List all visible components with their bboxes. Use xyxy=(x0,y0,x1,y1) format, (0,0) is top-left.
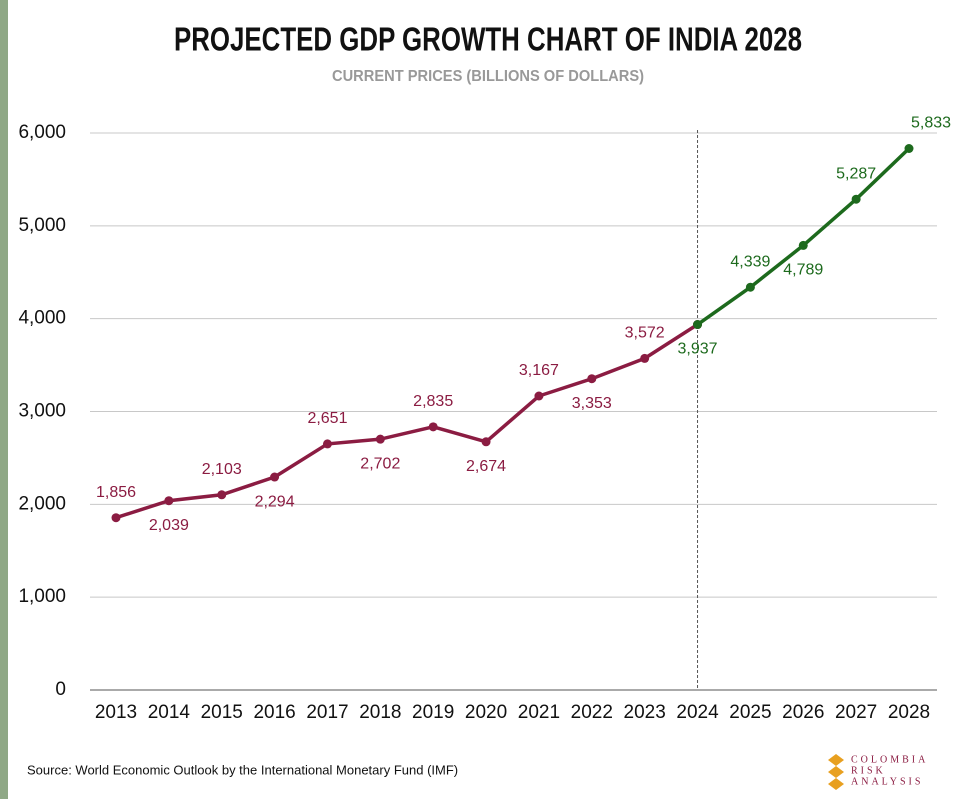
source: Source: World Economic Outlook by the In… xyxy=(27,762,458,777)
y-tick-label: 3,000 xyxy=(18,401,66,422)
data-label: 3,937 xyxy=(678,341,718,358)
point xyxy=(164,496,174,506)
chart-subtitle: CURRENT PRICES (BILLIONS OF DOLLARS) xyxy=(332,68,644,85)
point xyxy=(322,439,332,449)
logo: COLOMBIA RISK ANALYSIS xyxy=(828,754,928,790)
y-tick-label: 0 xyxy=(55,679,66,700)
x-tick-label: 2018 xyxy=(359,702,401,723)
x-tick-label: 2028 xyxy=(888,702,930,723)
data-label: 4,339 xyxy=(730,253,770,270)
data-label: 1,856 xyxy=(96,484,136,501)
x-tick-label: 2020 xyxy=(465,702,507,723)
y-tick-label: 6,000 xyxy=(18,122,66,143)
data-label: 5,287 xyxy=(836,165,876,182)
x-tick-label: 2026 xyxy=(782,702,824,723)
x-tick-label: 2017 xyxy=(306,702,348,723)
logo-text: ANALYSIS xyxy=(851,776,923,787)
data-label: 3,572 xyxy=(625,325,665,342)
series-line xyxy=(115,323,699,520)
point xyxy=(904,144,914,154)
data-label: 2,651 xyxy=(307,410,347,427)
data-label: 3,167 xyxy=(519,362,559,379)
point xyxy=(587,374,597,384)
logo-text: COLOMBIA xyxy=(851,754,928,765)
point xyxy=(270,472,280,482)
point xyxy=(693,320,703,330)
data-label: 4,789 xyxy=(783,262,823,279)
card xyxy=(8,0,957,799)
data-label: 2,674 xyxy=(466,458,506,475)
point xyxy=(217,490,227,500)
x-tick-label: 2015 xyxy=(201,702,243,723)
data-label: 2,039 xyxy=(149,517,189,534)
point xyxy=(375,434,385,444)
point xyxy=(745,282,755,292)
x-tick-label: 2024 xyxy=(676,702,719,723)
x-tick-label: 2014 xyxy=(148,702,191,723)
x-tick-label: 2023 xyxy=(624,702,666,723)
point xyxy=(534,391,544,401)
point xyxy=(111,513,121,523)
point xyxy=(481,437,491,447)
logo-text: RISK xyxy=(851,765,886,776)
x-tick-label: 2025 xyxy=(729,702,771,723)
y-tick-label: 2,000 xyxy=(18,493,66,514)
point xyxy=(798,240,808,250)
logo-mark xyxy=(828,754,844,790)
y-tick-label: 1,000 xyxy=(18,586,66,607)
data-label: 2,702 xyxy=(360,455,400,472)
x-tick-label: 2021 xyxy=(518,702,560,723)
chart-title: PROJECTED GDP GROWTH CHART OF INDIA 2028 xyxy=(174,21,802,58)
y-tick-label: 5,000 xyxy=(18,215,66,236)
data-label: 2,294 xyxy=(255,493,295,510)
x-tick-label: 2019 xyxy=(412,702,454,723)
data-label: 2,103 xyxy=(202,461,242,478)
y-tick-label: 4,000 xyxy=(18,308,66,329)
point xyxy=(640,353,650,363)
point xyxy=(851,194,861,204)
x-tick-label: 2027 xyxy=(835,702,877,723)
data-label: 5,833 xyxy=(911,115,951,132)
data-label: 2,835 xyxy=(413,393,453,410)
x-tick-label: 2013 xyxy=(95,702,137,723)
data-label: 3,353 xyxy=(572,395,612,412)
x-tick-label: 2016 xyxy=(253,702,295,723)
point xyxy=(428,422,438,432)
x-tick-label: 2022 xyxy=(571,702,613,723)
